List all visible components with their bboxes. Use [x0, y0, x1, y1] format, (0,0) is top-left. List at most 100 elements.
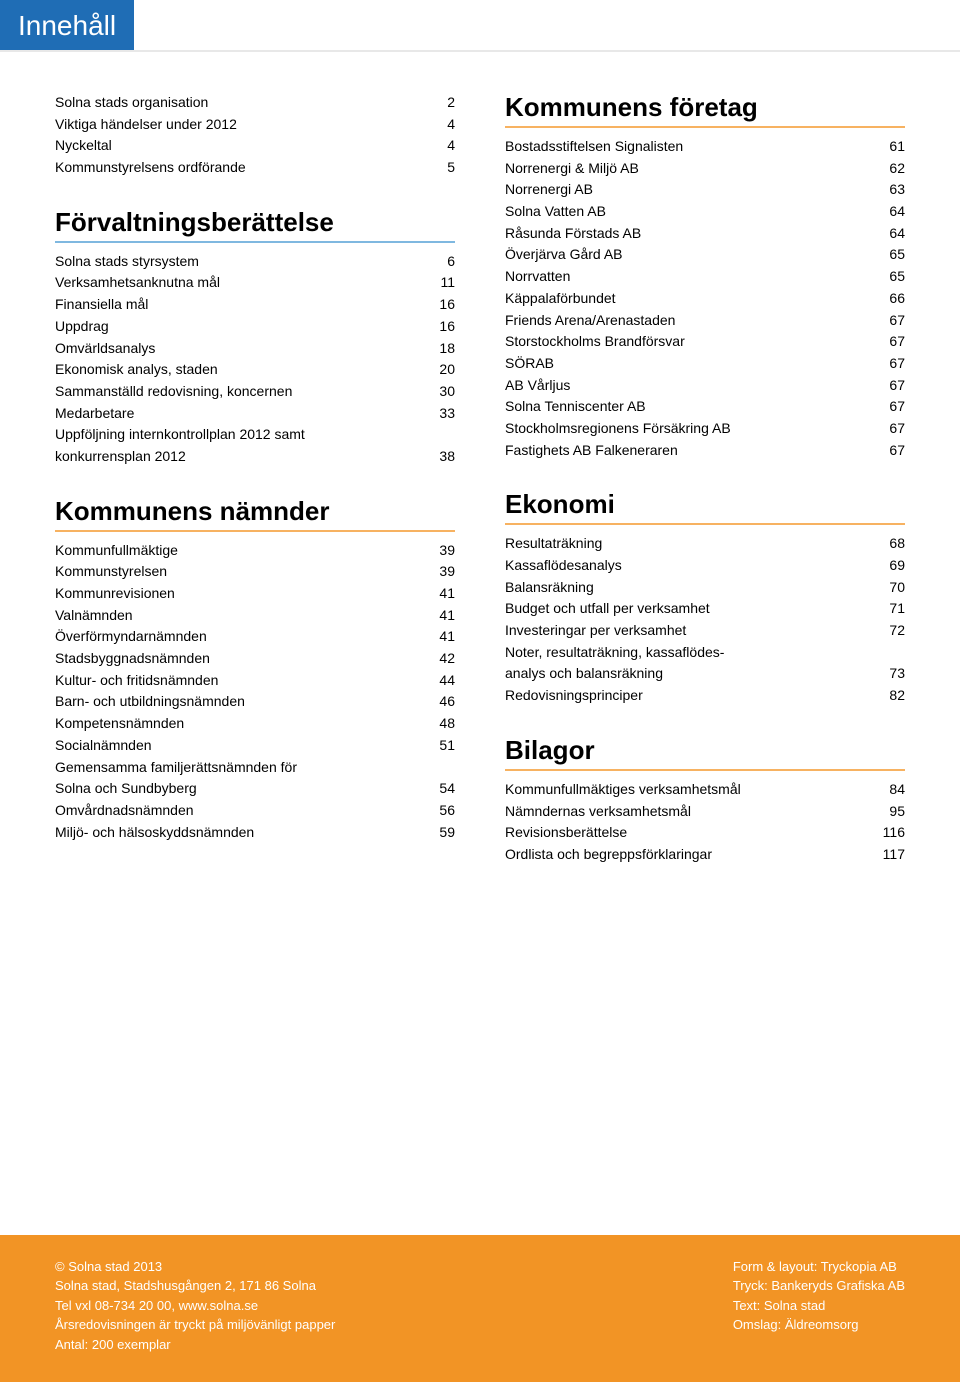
toc-label: Storstockholms Brandförsvar — [505, 331, 879, 353]
toc-row: Noter, resultaträkning, kassaflödes- — [505, 642, 905, 664]
footer-line: Solna stad, Stadshusgången 2, 171 86 Sol… — [55, 1276, 335, 1296]
footer-line: Tel vxl 08-734 20 00, www.solna.se — [55, 1296, 335, 1316]
section-title: Förvaltningsberättelse — [55, 207, 455, 238]
toc-label: Finansiella mål — [55, 294, 429, 316]
toc-label: Kompetensnämnden — [55, 713, 429, 735]
toc-row: Solna stads organisation2 — [55, 92, 455, 114]
section-namnder: Kommunens nämnder Kommunfullmäktige39Kom… — [55, 496, 455, 844]
toc-row: Bostadsstiftelsen Signalisten61 — [505, 136, 905, 158]
toc-page: 59 — [439, 822, 455, 844]
toc-label: Kommunfullmäktiges verksamhetsmål — [505, 779, 879, 801]
toc-label: Revisionsberättelse — [505, 822, 873, 844]
toc-label: Stockholmsregionens Försäkring AB — [505, 418, 879, 440]
toc-row: Budget och utfall per verksamhet71 — [505, 598, 905, 620]
toc-page: 16 — [439, 316, 455, 338]
section-foretag: Kommunens företag Bostadsstiftelsen Sign… — [505, 92, 905, 461]
toc-page: 48 — [439, 713, 455, 735]
toc-label: Stadsbyggnadsnämnden — [55, 648, 429, 670]
toc-row: Sammanställd redovisning, koncernen 30 — [55, 381, 455, 403]
toc-page: 16 — [439, 294, 455, 316]
toc-page: 72 — [889, 620, 905, 642]
toc-page: 30 — [439, 381, 455, 403]
toc-row: Omvårdnadsnämnden56 — [55, 800, 455, 822]
toc-page: 20 — [439, 359, 455, 381]
toc-page: 56 — [439, 800, 455, 822]
toc-label: Solna Tenniscenter AB — [505, 396, 879, 418]
toc-row: Råsunda Förstads AB64 — [505, 223, 905, 245]
toc-row: Kommunfullmäktiges verksamhetsmål84 — [505, 779, 905, 801]
section-items: Kommunfullmäktiges verksamhetsmål84Nämnd… — [505, 779, 905, 866]
toc-label: Sammanställd redovisning, koncernen — [55, 381, 429, 403]
toc-label: Kultur- och fritidsnämnden — [55, 670, 429, 692]
toc-row: Finansiella mål 16 — [55, 294, 455, 316]
toc-page: 54 — [439, 778, 455, 800]
toc-row: SÖRAB67 — [505, 353, 905, 375]
toc-page: 67 — [889, 418, 905, 440]
toc-label: Nämndernas verksamhetsmål — [505, 801, 879, 823]
toc-label: Käppalaförbundet — [505, 288, 879, 310]
toc-row: Solna Vatten AB64 — [505, 201, 905, 223]
toc-page: 33 — [439, 403, 455, 425]
toc-row: Verksamhetsanknutna mål11 — [55, 272, 455, 294]
toc-page: 39 — [439, 540, 455, 562]
toc-label: Friends Arena/Arenastaden — [505, 310, 879, 332]
toc-page: 63 — [889, 179, 905, 201]
toc-row: Resultaträkning68 — [505, 533, 905, 555]
toc-row: AB Vårljus 67 — [505, 375, 905, 397]
toc-label: Uppdrag — [55, 316, 429, 338]
toc-page: 6 — [447, 251, 455, 273]
toc-row: Revisionsberättelse116 — [505, 822, 905, 844]
toc-row: Redovisningsprinciper82 — [505, 685, 905, 707]
toc-page: 73 — [889, 663, 905, 685]
toc-row: Ekonomisk analys, staden20 — [55, 359, 455, 381]
toc-label: Fastighets AB Falkeneraren — [505, 440, 879, 462]
toc-page: 67 — [889, 375, 905, 397]
toc-label: AB Vårljus — [505, 375, 879, 397]
toc-row: Överförmyndarnämnden41 — [55, 626, 455, 648]
toc-label: Solna stads styrsystem — [55, 251, 437, 273]
toc-label: Kommunrevisionen — [55, 583, 429, 605]
toc-page: 61 — [889, 136, 905, 158]
toc-label: Solna Vatten AB — [505, 201, 879, 223]
toc-page: 41 — [439, 605, 455, 627]
footer-line: Text: Solna stad — [733, 1296, 905, 1316]
toc-label: Viktiga händelser under 2012 — [55, 114, 437, 136]
toc-row: Fastighets AB Falkeneraren67 — [505, 440, 905, 462]
toc-row: Socialnämnden51 — [55, 735, 455, 757]
toc-row: Norrenergi AB63 — [505, 179, 905, 201]
section-underline — [505, 769, 905, 771]
page-header: Innehåll — [0, 0, 134, 50]
section-title: Ekonomi — [505, 489, 905, 520]
toc-row: Medarbetare 33 — [55, 403, 455, 425]
toc-label: Medarbetare — [55, 403, 429, 425]
toc-page: 69 — [889, 555, 905, 577]
toc-page: 18 — [439, 338, 455, 360]
footer-line: Tryck: Bankeryds Grafiska AB — [733, 1276, 905, 1296]
toc-label: Norrenergi & Miljö AB — [505, 158, 879, 180]
page-title: Innehåll — [18, 10, 116, 42]
toc-row: Kompetensnämnden 48 — [55, 713, 455, 735]
toc-page: 66 — [889, 288, 905, 310]
toc-row: Käppalaförbundet 66 — [505, 288, 905, 310]
toc-row: Stadsbyggnadsnämnden42 — [55, 648, 455, 670]
toc-label: Överförmyndarnämnden — [55, 626, 429, 648]
footer-line: Årsredovisningen är tryckt på miljövänli… — [55, 1315, 335, 1335]
toc-label: Uppföljning internkontrollplan 2012 samt — [55, 424, 445, 446]
section-underline — [505, 523, 905, 525]
toc-label: Budget och utfall per verksamhet — [505, 598, 879, 620]
toc-row: Kommunrevisionen41 — [55, 583, 455, 605]
toc-page: 4 — [447, 135, 455, 157]
toc-row: Barn- och utbildningsnämnden46 — [55, 691, 455, 713]
toc-row: Balansräkning70 — [505, 577, 905, 599]
toc-label: Kassaflödesanalys — [505, 555, 879, 577]
toc-label: Kommunstyrelsens ordförande — [55, 157, 437, 179]
toc-row: Miljö- och hälsoskyddsnämnden59 — [55, 822, 455, 844]
toc-row: Nämndernas verksamhetsmål95 — [505, 801, 905, 823]
toc-row: Norrenergi & Miljö AB62 — [505, 158, 905, 180]
toc-page: 4 — [447, 114, 455, 136]
toc-label: Investeringar per verksamhet — [505, 620, 879, 642]
intro-block: Solna stads organisation2Viktiga händels… — [55, 92, 455, 179]
toc-page: 64 — [889, 223, 905, 245]
section-bilagor: Bilagor Kommunfullmäktiges verksamhetsmå… — [505, 735, 905, 866]
toc-label: Valnämnden — [55, 605, 429, 627]
